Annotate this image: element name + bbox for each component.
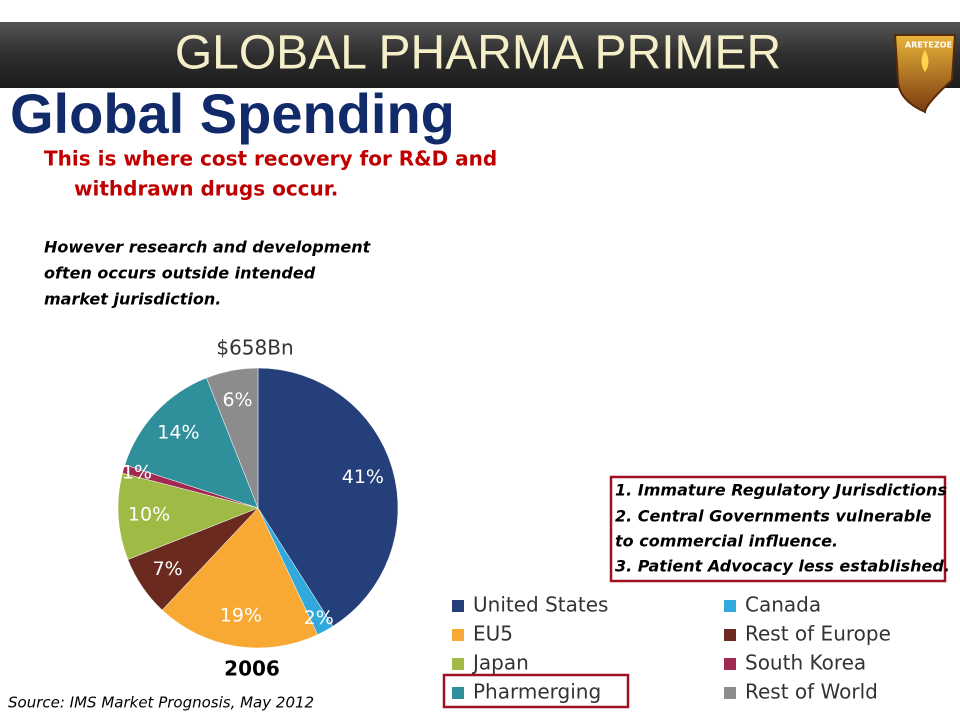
legend-swatch — [452, 658, 464, 670]
legend-swatch — [724, 629, 736, 641]
legend-swatch — [452, 629, 464, 641]
header-title: GLOBAL PHARMA PRIMER — [175, 27, 781, 80]
pie-slice — [206, 367, 259, 509]
data-label: 6% — [222, 389, 252, 411]
legend-label: Pharmerging — [473, 680, 601, 704]
pie-slice — [161, 507, 318, 649]
data-label: 1% — [122, 461, 152, 483]
data-label: 7% — [153, 558, 183, 580]
logo: ARETE ZOE — [893, 34, 957, 114]
legend-label: South Korea — [745, 651, 866, 675]
legend-swatch — [452, 600, 464, 612]
data-label: 41% — [342, 466, 384, 488]
note-text: However research and development — [44, 238, 372, 257]
logo-text: ZOE — [934, 41, 952, 50]
legend-label: EU5 — [473, 622, 513, 646]
chart-title: $658Bn — [216, 336, 293, 360]
callout-text: 3. Patient Advocacy less established. — [615, 557, 950, 576]
data-label: 14% — [157, 422, 199, 444]
lead-text: This is where cost recovery for R&D and — [44, 147, 497, 171]
legend-label: Rest of World — [745, 680, 878, 704]
data-label: 10% — [128, 503, 170, 525]
legend-swatch — [724, 600, 736, 612]
pie-slice — [124, 377, 259, 509]
callout-box — [609, 475, 947, 583]
pie-slice — [257, 367, 399, 627]
legend-label: Canada — [745, 593, 821, 617]
logo-text: ARETE — [905, 41, 934, 50]
heading: Global Spending — [10, 82, 455, 145]
legend-swatch — [724, 687, 736, 699]
chart-subtitle: 2006 — [224, 657, 280, 681]
header-bar — [0, 22, 960, 88]
lead-text: withdrawn drugs occur. — [74, 177, 338, 201]
callout-text: 1. Immature Regulatory Jurisdictions — [615, 481, 947, 500]
data-label: 19% — [220, 604, 262, 626]
note-text: market jurisdiction. — [44, 290, 221, 309]
pie-slice — [117, 472, 259, 560]
note-text: often occurs outside intended — [44, 264, 316, 283]
legend-swatch — [724, 658, 736, 670]
highlight-box — [442, 673, 630, 709]
legend-swatch — [452, 687, 464, 699]
callout-text: to commercial influence. — [615, 532, 838, 551]
legend-label: United States — [473, 593, 608, 617]
legend-label: Japan — [471, 651, 529, 675]
data-label: 2% — [304, 607, 334, 629]
legend-label: Rest of Europe — [745, 622, 891, 646]
callout-text: 2. Central Governments vulnerable — [615, 507, 932, 526]
source: Source: IMS Market Prognosis, May 2012 — [8, 694, 314, 712]
